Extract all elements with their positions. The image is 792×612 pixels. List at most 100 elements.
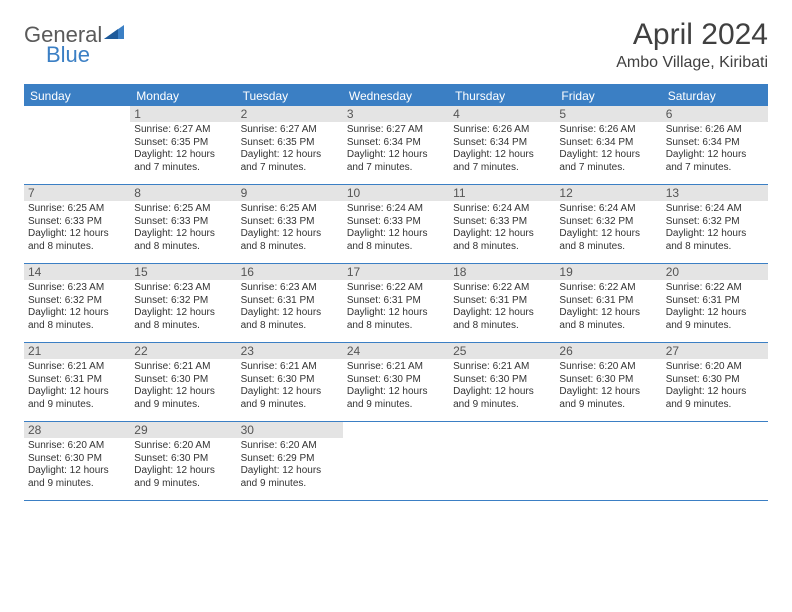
sunset-text: Sunset: 6:30 PM xyxy=(134,374,232,387)
day-number: 5 xyxy=(555,106,661,122)
sunset-text: Sunset: 6:32 PM xyxy=(559,216,657,229)
daylight-text: Daylight: 12 hours and 9 minutes. xyxy=(241,465,339,490)
sunset-text: Sunset: 6:33 PM xyxy=(347,216,445,229)
sunset-text: Sunset: 6:31 PM xyxy=(453,295,551,308)
day-cell: 29Sunrise: 6:20 AMSunset: 6:30 PMDayligh… xyxy=(130,422,236,500)
sunrise-text: Sunrise: 6:24 AM xyxy=(453,203,551,216)
day-number: 16 xyxy=(237,264,343,280)
daylight-text: Daylight: 12 hours and 9 minutes. xyxy=(453,386,551,411)
daylight-text: Daylight: 12 hours and 7 minutes. xyxy=(134,149,232,174)
day-header-friday: Friday xyxy=(555,86,661,106)
day-header-monday: Monday xyxy=(130,86,236,106)
day-number: 19 xyxy=(555,264,661,280)
day-cell: 3Sunrise: 6:27 AMSunset: 6:34 PMDaylight… xyxy=(343,106,449,184)
day-body: Sunrise: 6:25 AMSunset: 6:33 PMDaylight:… xyxy=(130,201,236,257)
day-body: Sunrise: 6:21 AMSunset: 6:31 PMDaylight:… xyxy=(24,359,130,415)
sunset-text: Sunset: 6:34 PM xyxy=(559,137,657,150)
daylight-text: Daylight: 12 hours and 8 minutes. xyxy=(28,228,126,253)
sunrise-text: Sunrise: 6:22 AM xyxy=(453,282,551,295)
sunset-text: Sunset: 6:29 PM xyxy=(241,453,339,466)
sunset-text: Sunset: 6:30 PM xyxy=(666,374,764,387)
day-cell xyxy=(662,422,768,500)
day-number: 27 xyxy=(662,343,768,359)
day-body: Sunrise: 6:24 AMSunset: 6:33 PMDaylight:… xyxy=(343,201,449,257)
daylight-text: Daylight: 12 hours and 9 minutes. xyxy=(28,386,126,411)
day-cell: 27Sunrise: 6:20 AMSunset: 6:30 PMDayligh… xyxy=(662,343,768,421)
day-body: Sunrise: 6:21 AMSunset: 6:30 PMDaylight:… xyxy=(130,359,236,415)
sunrise-text: Sunrise: 6:20 AM xyxy=(666,361,764,374)
sunrise-text: Sunrise: 6:20 AM xyxy=(559,361,657,374)
week-row: 28 Sunrise: 6:20 AM Sunset: 6:30 PM Dayligh… xyxy=(24,422,768,501)
day-body: Sunrise: 6:24 AMSunset: 6:32 PMDaylight:… xyxy=(662,201,768,257)
day-body: Sunrise: 6:27 AMSunset: 6:35 PMDaylight:… xyxy=(237,122,343,178)
daylight-text: Daylight: 12 hours and 9 minutes. xyxy=(134,465,232,490)
weeks-container: 1Sunrise: 6:27 AMSunset: 6:35 PMDaylight… xyxy=(24,106,768,501)
daylight-text: Daylight: 12 hours and 8 minutes. xyxy=(28,307,126,332)
daylight-text: Daylight: 12 hours and 8 minutes. xyxy=(559,307,657,332)
daylight-text: Daylight: 12 hours and 8 minutes. xyxy=(666,228,764,253)
day-body: Sunrise: 6:26 AMSunset: 6:34 PMDaylight:… xyxy=(555,122,661,178)
day-cell: 12 Sunrise: 6:24 AMSunset: 6:32 PMDayligh… xyxy=(555,185,661,263)
calendar: Sunday Monday Tuesday Wednesday Thursday… xyxy=(24,84,768,501)
daylight-text: Daylight: 12 hours and 8 minutes. xyxy=(134,228,232,253)
day-body: Sunrise: 6:20 AMSunset: 6:29 PMDaylight:… xyxy=(237,438,343,494)
week-row: 21Sunrise: 6:21 AMSunset: 6:31 PMDayligh… xyxy=(24,343,768,422)
day-number: 4 xyxy=(449,106,555,122)
daylight-text: Daylight: 12 hours and 8 minutes. xyxy=(134,307,232,332)
day-cell: 18Sunrise: 6:22 AMSunset: 6:31 PMDayligh… xyxy=(449,264,555,342)
sunrise-text: Sunrise: 6:23 AM xyxy=(28,282,126,295)
sunrise-text: Sunrise: 6:21 AM xyxy=(347,361,445,374)
day-number: 15 xyxy=(130,264,236,280)
day-body: Sunrise: 6:22 AMSunset: 6:31 PMDaylight:… xyxy=(449,280,555,336)
day-cell xyxy=(555,422,661,500)
day-cell xyxy=(24,106,130,184)
day-number: 3 xyxy=(343,106,449,122)
day-number: 28 xyxy=(24,422,130,438)
day-body: Sunrise: 6:21 AMSunset: 6:30 PMDaylight:… xyxy=(449,359,555,415)
sunset-text: Sunset: 6:35 PM xyxy=(134,137,232,150)
day-body: Sunrise: 6:24 AMSunset: 6:33 PMDaylight:… xyxy=(449,201,555,257)
sunset-text: Sunset: 6:32 PM xyxy=(28,295,126,308)
day-number: 13 xyxy=(662,185,768,201)
day-number: 2 xyxy=(237,106,343,122)
day-number: 26 xyxy=(555,343,661,359)
day-number: 1 xyxy=(130,106,236,122)
day-header-tuesday: Tuesday xyxy=(237,86,343,106)
daylight-text: Daylight: 12 hours and 8 minutes. xyxy=(453,228,551,253)
sunrise-text: Sunrise: 6:20 AM xyxy=(241,440,339,453)
daylight-text: Daylight: 12 hours and 8 minutes. xyxy=(559,228,657,253)
day-cell: 4Sunrise: 6:26 AMSunset: 6:34 PMDaylight… xyxy=(449,106,555,184)
day-cell: 5Sunrise: 6:26 AMSunset: 6:34 PMDaylight… xyxy=(555,106,661,184)
day-cell: 21Sunrise: 6:21 AMSunset: 6:31 PMDayligh… xyxy=(24,343,130,421)
sunrise-text: Sunrise: 6:24 AM xyxy=(559,203,657,216)
day-number: 20 xyxy=(662,264,768,280)
sunset-text: Sunset: 6:30 PM xyxy=(241,374,339,387)
sunrise-text: Sunrise: 6:25 AM xyxy=(134,203,232,216)
sunrise-text: Sunrise: 6:21 AM xyxy=(134,361,232,374)
day-number: 18 xyxy=(449,264,555,280)
day-number: 8 xyxy=(130,185,236,201)
day-body: Sunrise: 6:20 AMSunset: 6:30 PMDaylight:… xyxy=(662,359,768,415)
day-cell: 19Sunrise: 6:22 AMSunset: 6:31 PMDayligh… xyxy=(555,264,661,342)
daylight-text: Daylight: 12 hours and 7 minutes. xyxy=(666,149,764,174)
day-number: 12 xyxy=(555,185,661,201)
day-header-saturday: Saturday xyxy=(662,86,768,106)
day-body: Sunrise: 6:25 AMSunset: 6:33 PMDaylight:… xyxy=(237,201,343,257)
day-number: 23 xyxy=(237,343,343,359)
day-cell: 24Sunrise: 6:21 AMSunset: 6:30 PMDayligh… xyxy=(343,343,449,421)
week-row: 14Sunrise: 6:23 AMSunset: 6:32 PMDayligh… xyxy=(24,264,768,343)
sunset-text: Sunset: 6:30 PM xyxy=(28,453,126,466)
daylight-text: Daylight: 12 hours and 9 minutes. xyxy=(134,386,232,411)
daylight-text: Daylight: 12 hours and 8 minutes. xyxy=(241,307,339,332)
day-cell: 26Sunrise: 6:20 AMSunset: 6:30 PMDayligh… xyxy=(555,343,661,421)
sunrise-text: Sunrise: 6:27 AM xyxy=(347,124,445,137)
sunrise-text: Sunrise: 6:22 AM xyxy=(666,282,764,295)
day-header-thursday: Thursday xyxy=(449,86,555,106)
day-number: 29 xyxy=(130,422,236,438)
day-body: Sunrise: 6:22 AMSunset: 6:31 PMDaylight:… xyxy=(555,280,661,336)
daylight-text: Daylight: 12 hours and 8 minutes. xyxy=(347,228,445,253)
sunset-text: Sunset: 6:35 PM xyxy=(241,137,339,150)
day-body: Sunrise: 6:20 AMSunset: 6:30 PMDaylight:… xyxy=(555,359,661,415)
day-header-sunday: Sunday xyxy=(24,86,130,106)
day-cell: 20Sunrise: 6:22 AMSunset: 6:31 PMDayligh… xyxy=(662,264,768,342)
